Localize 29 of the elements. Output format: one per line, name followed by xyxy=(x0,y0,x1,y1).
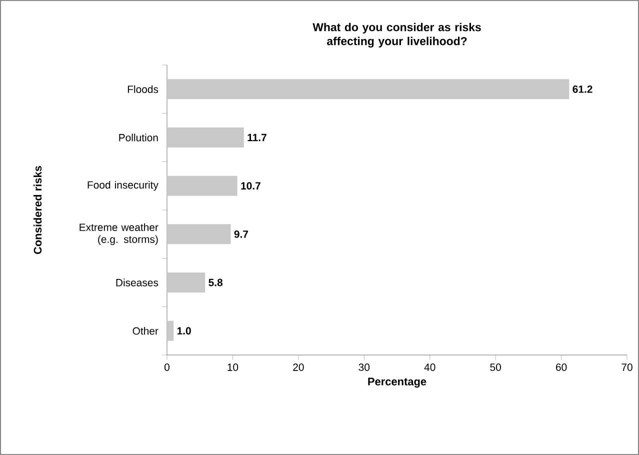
y-tick-label: Food insecurity xyxy=(88,180,158,191)
x-tick-label: 60 xyxy=(556,364,567,371)
x-tick-label: 40 xyxy=(424,364,436,371)
bar xyxy=(167,176,238,196)
bar xyxy=(167,272,206,293)
chart-title: What do you consider as risks affecting your livelihood? xyxy=(312,22,481,48)
x-tick-label: 10 xyxy=(228,364,238,371)
bar xyxy=(167,79,570,100)
bar xyxy=(167,224,231,244)
data-label: 5.8 xyxy=(208,278,223,286)
data-label: 61.2 xyxy=(572,85,592,93)
y-tick-label: Other xyxy=(132,326,158,335)
data-label: 9.7 xyxy=(234,230,248,238)
bar xyxy=(167,128,244,148)
data-label: 10.7 xyxy=(241,182,260,190)
x-tick-label: 70 xyxy=(622,364,632,371)
x-axis-title: Percentage xyxy=(368,378,426,388)
x-tick-label: 30 xyxy=(358,364,370,371)
x-tick-label: 20 xyxy=(293,364,304,371)
y-tick-label: Pollution xyxy=(119,134,158,142)
x-tick-label: 0 xyxy=(164,364,170,371)
data-label: 11.7 xyxy=(248,134,266,142)
y-axis-title: Considered risks xyxy=(34,166,42,254)
y-tick-label: Floods xyxy=(128,85,158,94)
bar xyxy=(167,320,174,341)
y-tick-label: Extreme weather (e.g. storms) xyxy=(80,223,158,246)
x-tick-label: 50 xyxy=(490,364,501,371)
data-label: 1.0 xyxy=(177,327,191,335)
y-tick-label: Diseases xyxy=(116,278,158,286)
